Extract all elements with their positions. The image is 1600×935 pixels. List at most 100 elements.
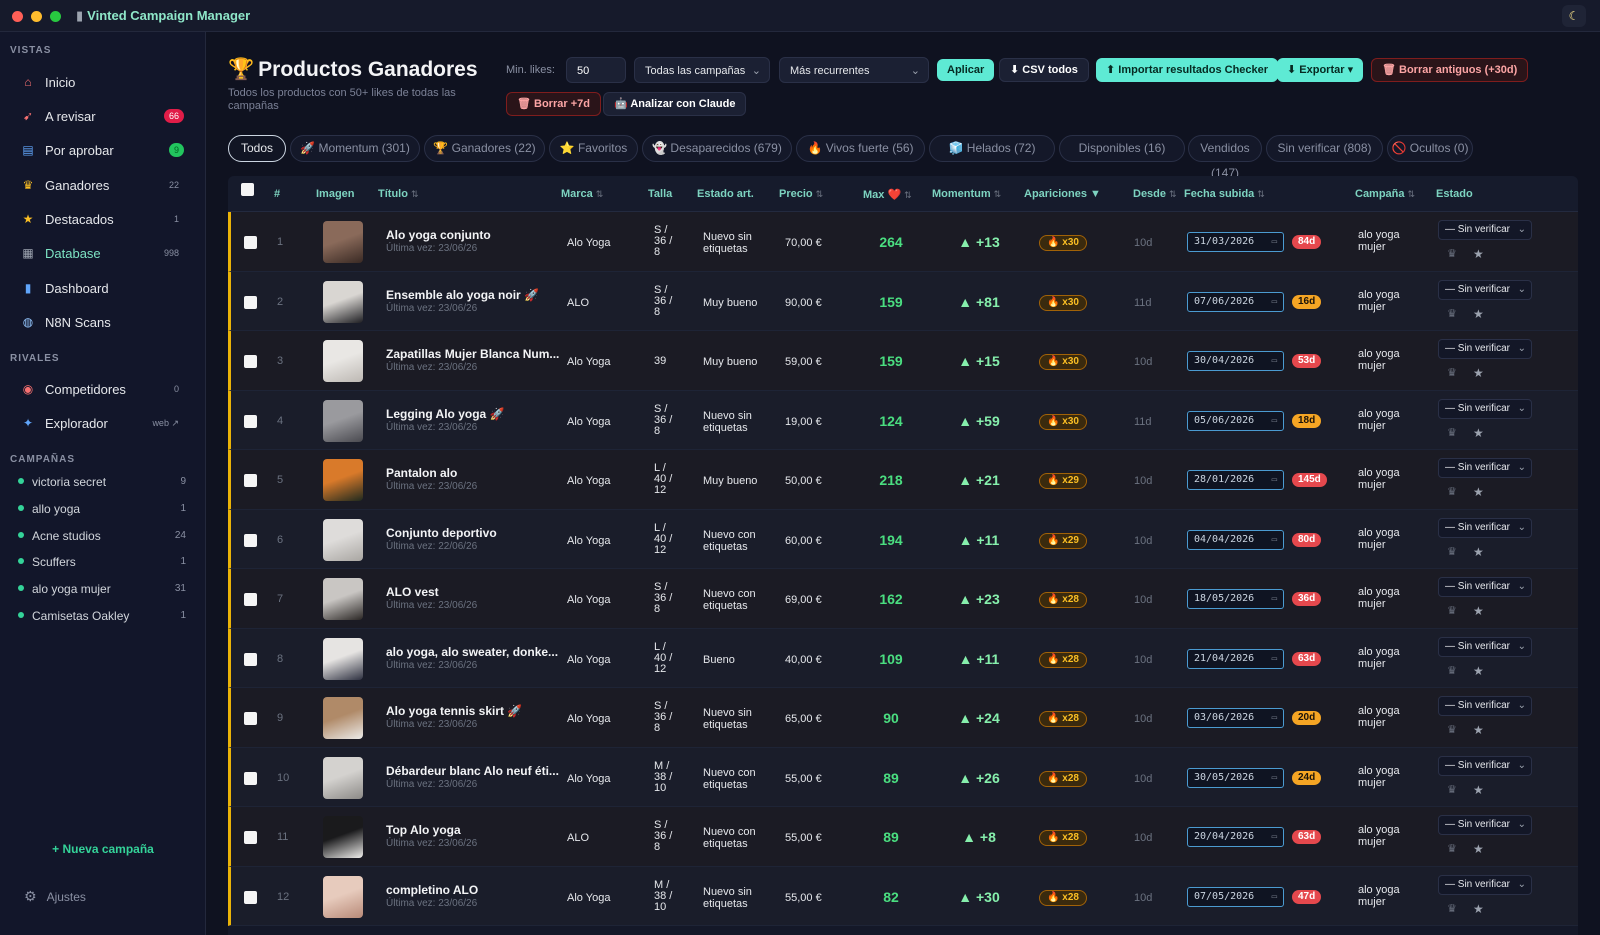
tab-6[interactable]: 🧊 Helados (72): [929, 135, 1055, 162]
product-title-link[interactable]: Legging Alo yoga 🚀: [386, 406, 505, 421]
status-select[interactable]: — Sin verificar ⌄: [1438, 517, 1532, 538]
sidebar-item-explorador[interactable]: ✦ Explorador web ↗: [10, 408, 196, 438]
star-icon[interactable]: ★: [1473, 901, 1484, 916]
status-select[interactable]: — Sin verificar ⌄: [1438, 755, 1532, 776]
product-title-link[interactable]: Alo yoga tennis skirt 🚀: [386, 704, 523, 718]
column-header[interactable]: Marca ⇅: [561, 188, 603, 200]
tab-4[interactable]: 👻 Desaparecidos (679): [642, 135, 792, 162]
campaign-item[interactable]: alo yoga mujer 31: [18, 579, 188, 599]
trophy-icon[interactable]: ♛: [1447, 783, 1457, 796]
column-header[interactable]: Título ⇅: [378, 188, 418, 200]
column-header[interactable]: Campaña ⇅: [1355, 188, 1415, 200]
upload-date-input[interactable]: 07/06/2026 ▭: [1187, 291, 1284, 312]
star-icon[interactable]: ★: [1473, 782, 1484, 797]
status-select[interactable]: — Sin verificar ⌄: [1438, 279, 1532, 300]
row-checkbox[interactable]: [244, 593, 257, 606]
product-title-link[interactable]: ALO vest: [386, 585, 439, 599]
star-icon[interactable]: ★: [1473, 842, 1484, 856]
sidebar-item-destacados[interactable]: ★ Destacados 1: [10, 204, 196, 234]
row-checkbox[interactable]: [244, 414, 257, 428]
row-checkbox[interactable]: [244, 236, 257, 249]
product-title-link[interactable]: Ensemble alo yoga noir 🚀: [386, 287, 539, 302]
status-select[interactable]: — Sin verificar ⌄: [1438, 874, 1532, 895]
star-icon[interactable]: ★: [1473, 485, 1484, 499]
star-icon[interactable]: ★: [1473, 306, 1484, 321]
tab-2[interactable]: 🏆 Ganadores (22): [424, 135, 545, 162]
column-header[interactable]: Momentum ⇅: [932, 188, 1001, 200]
product-title-link[interactable]: Top Alo yoga: [386, 823, 461, 837]
campaign-item[interactable]: Camisetas Oakley 1: [18, 606, 188, 626]
product-thumbnail[interactable]: [323, 637, 363, 680]
status-select[interactable]: — Sin verificar ⌄: [1438, 398, 1532, 419]
new-campaign-button[interactable]: + Nueva campaña: [52, 842, 154, 856]
product-title-link[interactable]: completino ALO: [386, 882, 479, 897]
sidebar-item-dashboard[interactable]: ▮ Dashboard: [10, 273, 196, 303]
tab-3[interactable]: ⭐ Favoritos: [549, 135, 638, 162]
product-title-link[interactable]: Pantalon alo: [386, 466, 458, 480]
sidebar-item-ganadores[interactable]: ♛ Ganadores 22: [10, 170, 196, 200]
product-thumbnail[interactable]: [323, 816, 363, 858]
sidebar-item-inicio[interactable]: ⌂ Inicio: [10, 67, 196, 97]
product-thumbnail[interactable]: [323, 875, 363, 918]
trophy-icon[interactable]: ♛: [1447, 486, 1457, 498]
column-header[interactable]: #: [274, 188, 280, 200]
trophy-icon[interactable]: ♛: [1447, 724, 1457, 736]
product-thumbnail[interactable]: [323, 221, 363, 263]
status-select[interactable]: — Sin verificar ⌄: [1438, 220, 1532, 240]
theme-toggle-button[interactable]: ☾: [1562, 5, 1586, 27]
analyze-claude-button[interactable]: 🤖 Analizar con Claude: [603, 92, 747, 116]
product-thumbnail[interactable]: [323, 399, 363, 442]
row-checkbox[interactable]: [244, 890, 257, 904]
product-thumbnail[interactable]: [323, 756, 363, 799]
column-header[interactable]: Precio ⇅: [779, 188, 823, 200]
tab-8[interactable]: Vendidos (147): [1188, 135, 1262, 180]
tab-7[interactable]: Disponibles (16): [1059, 135, 1185, 162]
delete-7d-button[interactable]: 🗑 Borrar +7d: [506, 92, 601, 116]
product-title-link[interactable]: Zapatillas Mujer Blanca Num...: [386, 347, 560, 361]
sort-select[interactable]: Más recurrentes ⌄: [779, 57, 929, 83]
column-header[interactable]: Apariciones ▼: [1024, 188, 1101, 200]
column-header[interactable]: Desde ⇅: [1133, 188, 1177, 200]
sidebar-item-database[interactable]: ▦ Database 998: [10, 238, 196, 268]
trophy-icon[interactable]: ♛: [1447, 307, 1457, 320]
upload-date-input[interactable]: 03/06/2026 ▭: [1187, 708, 1284, 728]
trophy-icon[interactable]: ♛: [1447, 664, 1457, 677]
row-checkbox[interactable]: [244, 652, 257, 666]
product-title-link[interactable]: Conjunto deportivo: [386, 525, 497, 540]
upload-date-input[interactable]: 30/04/2026 ▭: [1187, 351, 1284, 371]
trophy-icon[interactable]: ♛: [1447, 843, 1457, 855]
campaign-item[interactable]: allo yoga 1: [18, 499, 188, 519]
product-title-link[interactable]: alo yoga, alo sweater, donke...: [386, 644, 559, 659]
column-header[interactable]: Imagen: [316, 188, 355, 200]
row-checkbox[interactable]: [244, 831, 257, 844]
status-select[interactable]: — Sin verificar ⌄: [1438, 458, 1532, 478]
star-icon[interactable]: ★: [1473, 604, 1484, 618]
upload-date-input[interactable]: 18/05/2026 ▭: [1187, 589, 1284, 609]
star-icon[interactable]: ★: [1473, 366, 1484, 380]
tab-0[interactable]: Todos: [228, 135, 286, 162]
column-header[interactable]: Estado art.: [697, 188, 754, 200]
trophy-icon[interactable]: ♛: [1447, 545, 1457, 558]
tab-9[interactable]: Sin verificar (808): [1266, 135, 1383, 162]
campaign-select[interactable]: Todas las campañas ⌄: [634, 57, 770, 83]
export-button[interactable]: ⬇ Exportar ▾: [1277, 58, 1364, 82]
csv-all-button[interactable]: ⬇ CSV todos: [999, 58, 1089, 82]
product-thumbnail[interactable]: [323, 459, 363, 501]
star-icon[interactable]: ★: [1473, 723, 1484, 737]
upload-date-input[interactable]: 21/04/2026 ▭: [1187, 648, 1284, 669]
minimize-window-button[interactable]: [31, 11, 42, 22]
tab-1[interactable]: 🚀 Momentum (301): [290, 135, 420, 162]
product-thumbnail[interactable]: [323, 578, 363, 620]
close-window-button[interactable]: [12, 11, 23, 22]
campaign-item[interactable]: Scuffers 1: [18, 552, 188, 572]
column-header[interactable]: Fecha subida ⇅: [1184, 188, 1265, 200]
star-icon[interactable]: ★: [1473, 425, 1484, 440]
campaign-item[interactable]: Acne studios 24: [18, 526, 188, 546]
column-header[interactable]: Talla: [648, 188, 672, 200]
trophy-icon[interactable]: ♛: [1447, 426, 1457, 439]
column-header[interactable]: Max ❤️ ⇅: [863, 188, 912, 201]
status-select[interactable]: — Sin verificar ⌄: [1438, 696, 1532, 716]
upload-date-input[interactable]: 04/04/2026 ▭: [1187, 529, 1284, 550]
select-all-checkbox[interactable]: [241, 183, 254, 196]
product-thumbnail[interactable]: [323, 518, 363, 561]
